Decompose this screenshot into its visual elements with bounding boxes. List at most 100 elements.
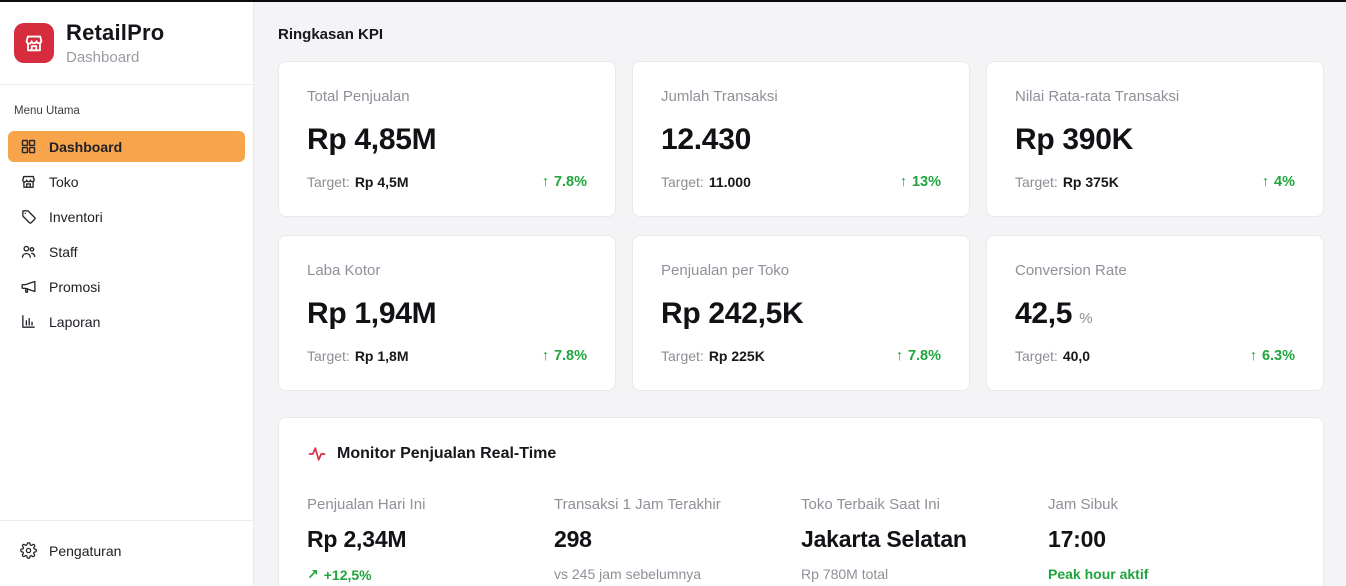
arrow-up-icon: ↑ xyxy=(1249,348,1257,364)
kpi-footer: Target: 40,0 ↑ 6.3% xyxy=(1015,348,1295,364)
kpi-card-total-penjualan: Total Penjualan Rp 4,85M Target: Rp 4,5M … xyxy=(278,61,616,217)
kpi-value: Rp 1,94M xyxy=(307,296,437,330)
kpi-target: Target: 11.000 xyxy=(661,174,751,190)
kpi-footer: Target: Rp 1,8M ↑ 7.8% xyxy=(307,348,587,364)
kpi-value: Rp 390K xyxy=(1015,122,1133,156)
monitor-stat-toko-terbaik: Toko Terbaik Saat Ini Jakarta Selatan Rp… xyxy=(801,496,1048,583)
monitor-stat-penjualan-hari-ini: Penjualan Hari Ini Rp 2,34M ↗ +12,5% xyxy=(307,496,554,583)
kpi-change: ↑ 13% xyxy=(899,174,941,190)
stat-value: 17:00 xyxy=(1048,526,1106,552)
stat-subtext: Peak hour aktif xyxy=(1048,566,1149,582)
sidebar: RetailPro Dashboard Menu Utama Dashboard xyxy=(0,0,254,586)
brand[interactable]: RetailPro Dashboard xyxy=(0,0,253,85)
kpi-value: 42,5% xyxy=(1015,296,1093,330)
kpi-value: 12.430 xyxy=(661,122,751,156)
kpi-footer: Target: Rp 375K ↑ 4% xyxy=(1015,174,1295,190)
sidebar-footer: Pengaturan xyxy=(0,520,253,586)
kpi-label: Laba Kotor xyxy=(307,262,381,279)
kpi-label: Conversion Rate xyxy=(1015,262,1127,279)
arrow-up-icon: ↑ xyxy=(541,348,549,364)
stat-value: Jakarta Selatan xyxy=(801,526,967,552)
kpi-grid: Total Penjualan Rp 4,85M Target: Rp 4,5M … xyxy=(278,61,1324,391)
stat-label: Penjualan Hari Ini xyxy=(307,496,426,513)
kpi-change: ↑ 7.8% xyxy=(895,348,941,364)
kpi-change: ↑ 7.8% xyxy=(541,174,587,190)
monitor-title: Monitor Penjualan Real-Time xyxy=(337,445,557,462)
arrow-up-icon: ↑ xyxy=(895,348,903,364)
kpi-target: Target: Rp 1,8M xyxy=(307,348,409,364)
gear-icon xyxy=(20,542,37,559)
sidebar-item-laporan[interactable]: Laporan xyxy=(8,306,245,337)
kpi-target: Target: Rp 4,5M xyxy=(307,174,409,190)
store-icon xyxy=(20,173,37,190)
nav-section-label: Menu Utama xyxy=(14,105,80,117)
app-title: RetailPro xyxy=(66,20,165,45)
sidebar-item-label: Pengaturan xyxy=(49,542,122,559)
kpi-card-conversion-rate: Conversion Rate 42,5% Target: 40,0 ↑ 6.3% xyxy=(986,235,1324,391)
kpi-value: Rp 242,5K xyxy=(661,296,804,330)
sidebar-item-label: Dashboard xyxy=(49,138,123,155)
monitor-stat-transaksi-1-jam: Transaksi 1 Jam Terakhir 298 vs 245 jam … xyxy=(554,496,801,583)
kpi-card-nilai-rata-rata: Nilai Rata-rata Transaksi Rp 390K Target… xyxy=(986,61,1324,217)
store-logo-icon xyxy=(14,23,54,63)
kpi-card-jumlah-transaksi: Jumlah Transaksi 12.430 Target: 11.000 ↑ 1… xyxy=(632,61,970,217)
stat-subtext: Rp 780M total xyxy=(801,566,889,582)
activity-pulse-icon xyxy=(307,444,327,464)
kpi-card-penjualan-per-toko: Penjualan per Toko Rp 242,5K Target: Rp 2… xyxy=(632,235,970,391)
stat-label: Toko Terbaik Saat Ini xyxy=(801,496,940,513)
sidebar-item-pengaturan[interactable]: Pengaturan xyxy=(8,535,245,566)
arrow-up-icon: ↑ xyxy=(899,174,907,190)
monitor-stats: Penjualan Hari Ini Rp 2,34M ↗ +12,5% Tran… xyxy=(307,496,1295,583)
stat-subtext: ↗ +12,5% xyxy=(307,566,372,583)
monitor-header: Monitor Penjualan Real-Time xyxy=(307,444,1295,464)
kpi-footer: Target: Rp 225K ↑ 7.8% xyxy=(661,348,941,364)
sidebar-item-promosi[interactable]: Promosi xyxy=(8,271,245,302)
users-icon xyxy=(20,243,37,260)
sidebar-item-toko[interactable]: Toko xyxy=(8,166,245,197)
kpi-change: ↑ 6.3% xyxy=(1249,348,1295,364)
kpi-value-suffix: % xyxy=(1079,309,1093,327)
kpi-label: Total Penjualan xyxy=(307,88,410,105)
stat-subtext: vs 245 jam sebelumnya xyxy=(554,566,702,582)
stat-label: Jam Sibuk xyxy=(1048,496,1119,513)
trend-up-icon: ↗ xyxy=(307,566,319,582)
sidebar-item-staff[interactable]: Staff xyxy=(8,236,245,267)
app-subtitle: Dashboard xyxy=(66,49,140,66)
kpi-target: Target: 40,0 xyxy=(1015,348,1091,364)
arrow-up-icon: ↑ xyxy=(541,174,549,190)
sidebar-item-inventori[interactable]: Inventori xyxy=(8,201,245,232)
sidebar-nav: Menu Utama Dashboard xyxy=(0,85,253,520)
kpi-label: Nilai Rata-rata Transaksi xyxy=(1015,88,1180,105)
sidebar-item-dashboard[interactable]: Dashboard xyxy=(8,131,245,162)
main-content: Ringkasan KPI Total Penjualan Rp 4,85M T… xyxy=(254,0,1346,586)
kpi-change: ↑ 4% xyxy=(1261,174,1295,190)
kpi-label: Jumlah Transaksi xyxy=(661,88,778,105)
realtime-monitor-card: Monitor Penjualan Real-Time Penjualan Ha… xyxy=(278,417,1324,586)
kpi-footer: Target: 11.000 ↑ 13% xyxy=(661,174,941,190)
sidebar-item-label: Staff xyxy=(49,243,78,260)
kpi-change: ↑ 7.8% xyxy=(541,348,587,364)
kpi-target: Target: Rp 225K xyxy=(661,348,765,364)
stat-label: Transaksi 1 Jam Terakhir xyxy=(554,496,721,513)
arrow-up-icon: ↑ xyxy=(1261,174,1270,190)
page-title: Ringkasan KPI xyxy=(278,26,384,43)
window-top-edge xyxy=(0,0,1346,2)
brand-text: RetailPro Dashboard xyxy=(66,20,164,66)
stat-value: 298 xyxy=(554,526,592,552)
bar-chart-icon xyxy=(20,313,37,330)
kpi-footer: Target: Rp 4,5M ↑ 7.8% xyxy=(307,174,587,190)
tag-icon xyxy=(20,208,37,225)
megaphone-icon xyxy=(20,278,37,295)
kpi-card-laba-kotor: Laba Kotor Rp 1,94M Target: Rp 1,8M ↑ 7.8% xyxy=(278,235,616,391)
sidebar-item-label: Promosi xyxy=(49,278,101,295)
kpi-target: Target: Rp 375K xyxy=(1015,174,1119,190)
kpi-label: Penjualan per Toko xyxy=(661,262,790,279)
monitor-stat-jam-sibuk: Jam Sibuk 17:00 Peak hour aktif xyxy=(1048,496,1295,583)
sidebar-item-label: Inventori xyxy=(49,208,103,225)
sidebar-item-label: Toko xyxy=(49,173,79,190)
grid-icon xyxy=(20,138,37,155)
kpi-value: Rp 4,85M xyxy=(307,122,437,156)
stat-value: Rp 2,34M xyxy=(307,526,407,552)
sidebar-item-label: Laporan xyxy=(49,313,101,330)
